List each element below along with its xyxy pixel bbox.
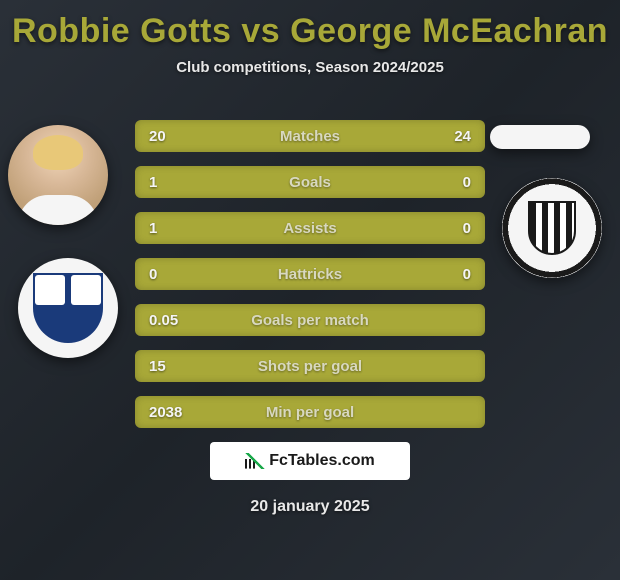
club-badge-right-stripes [528,201,576,255]
stat-right-value: 0 [463,174,471,191]
page-subtitle: Club competitions, Season 2024/2025 [0,59,620,76]
stat-left-value: 0 [149,266,157,283]
stat-label: Shots per goal [135,358,485,375]
stat-label: Assists [135,220,485,237]
stat-row-assists: 1 Assists 0 [135,212,485,244]
stat-right-value: 24 [454,128,471,145]
stat-left-value: 1 [149,220,157,237]
stat-label: Goals [135,174,485,191]
comparison-stats: 20 Matches 24 1 Goals 0 1 Assists 0 0 Ha… [135,120,485,442]
brand-text: FcTables.com [269,452,375,470]
stat-row-shots-per-goal: 15 Shots per goal [135,350,485,382]
stat-label: Min per goal [135,404,485,421]
stat-label: Matches [135,128,485,145]
stat-left-value: 15 [149,358,166,375]
stat-row-matches: 20 Matches 24 [135,120,485,152]
stat-right-value: 0 [463,220,471,237]
player-photo-left [8,125,108,225]
player-photo-right [490,125,590,149]
club-badge-right [502,178,602,278]
stat-row-hattricks: 0 Hattricks 0 [135,258,485,290]
brand-chart-icon [245,453,265,469]
stat-row-goals: 1 Goals 0 [135,166,485,198]
page-title: Robbie Gotts vs George McEachran [0,0,620,51]
stat-label: Hattricks [135,266,485,283]
stat-left-value: 0.05 [149,312,178,329]
club-badge-left-shield [33,273,103,343]
stat-row-min-per-goal: 2038 Min per goal [135,396,485,428]
stat-row-goals-per-match: 0.05 Goals per match [135,304,485,336]
generation-date: 20 january 2025 [0,498,620,516]
stat-left-value: 1 [149,174,157,191]
stat-left-value: 20 [149,128,166,145]
brand-logo: FcTables.com [210,442,410,480]
stat-right-value: 0 [463,266,471,283]
club-badge-left [18,258,118,358]
stat-left-value: 2038 [149,404,182,421]
stat-label: Goals per match [135,312,485,329]
